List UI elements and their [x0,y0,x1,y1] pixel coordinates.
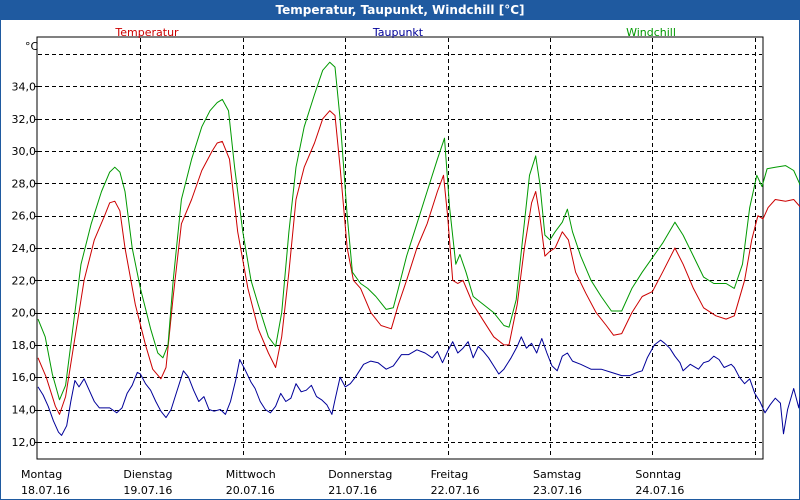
legend-windchill: Windchill [626,26,676,39]
series-line-windchill [37,61,800,401]
y-tick-label: 20,0 [12,307,37,320]
y-axis-unit-label: °C [25,40,39,53]
x-tick-date: 21.07.16 [328,484,377,497]
x-tick-weekday: Freitag [431,468,469,481]
y-tick-label: 34,0 [12,80,37,93]
x-tick-date: 23.07.16 [533,484,582,497]
y-tick-label: 22,0 [12,274,37,287]
x-tick-weekday: Dienstag [123,468,172,481]
y-tick-label: 24,0 [12,242,37,255]
legend-temperatur: Temperatur [114,26,179,39]
y-tick-label: 30,0 [12,145,37,158]
x-tick-date: 18.07.16 [21,484,70,497]
gridlines [38,38,762,458]
x-tick-weekday: Donnerstag [328,468,392,481]
series-line-temperatur [37,110,800,415]
x-tick-date: 24.07.16 [635,484,684,497]
y-axis-ticks: 12,0 14,0 16,0 18,0 20,0 22,0 24,0 26,0 28,0 30,0… [12,80,38,449]
y-tick-label: 18,0 [12,339,37,352]
chart-title: Temperatur, Taupunkt, Windchill [°C] [1,1,799,20]
x-tick-date: 19.07.16 [123,484,172,497]
series-line-taupunkt [37,336,800,436]
x-axis-ticks: Montag 18.07.16 Dienstag 19.07.16 Mittwoch 20… [21,468,684,497]
data-series [37,61,800,436]
x-tick-date: 22.07.16 [431,484,480,497]
legend-taupunkt: Taupunkt [372,26,424,39]
x-tick-weekday: Mittwoch [226,468,276,481]
y-tick-label: 32,0 [12,113,37,126]
x-tick-weekday: Samstag [533,468,581,481]
y-tick-label: 16,0 [12,371,37,384]
y-tick-label: 26,0 [12,210,37,223]
x-tick-weekday: Montag [21,468,62,481]
y-tick-label: 12,0 [12,436,37,449]
y-tick-label: 14,0 [12,404,37,417]
x-tick-weekday: Sonntag [635,468,681,481]
x-tick-date: 20.07.16 [226,484,275,497]
y-tick-label: 28,0 [12,177,37,190]
